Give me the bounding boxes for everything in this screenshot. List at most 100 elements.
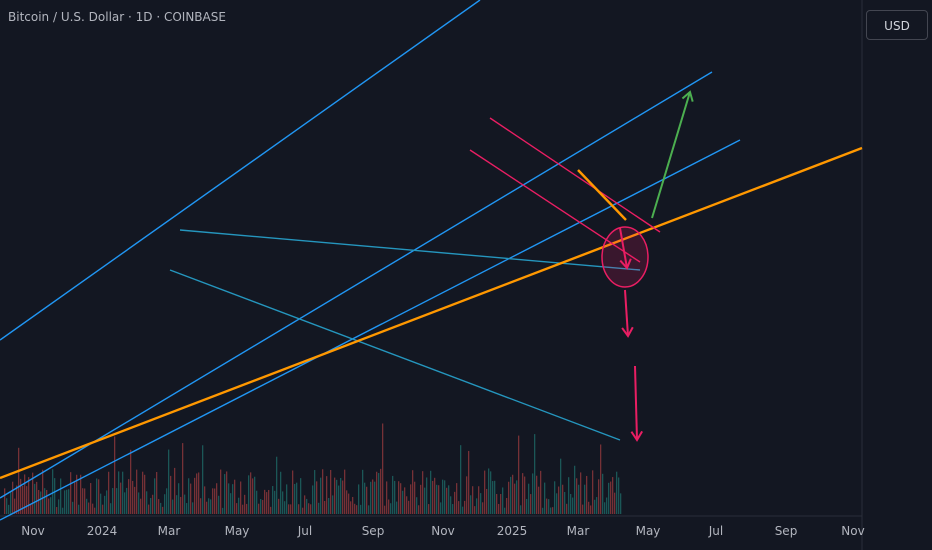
volume-bar xyxy=(182,443,184,514)
volume-bar xyxy=(472,486,474,514)
volume-bar xyxy=(304,495,306,514)
volume-bar xyxy=(452,504,454,514)
currency-button[interactable]: USD xyxy=(866,10,928,40)
volume-bar xyxy=(204,486,206,514)
volume-bar xyxy=(516,480,518,514)
volume-bar xyxy=(218,495,220,514)
volume-bar xyxy=(272,486,274,514)
volume-bar xyxy=(56,507,58,514)
volume-bar xyxy=(380,468,382,514)
volume-bar xyxy=(268,489,270,514)
volume-bar xyxy=(90,483,92,514)
volume-bar xyxy=(532,473,534,514)
volume-bar xyxy=(568,477,570,514)
volume-bar xyxy=(210,499,212,514)
volume-bar xyxy=(476,498,478,514)
volume-bar xyxy=(440,502,442,514)
volume-bar xyxy=(254,476,256,514)
volume-bar xyxy=(506,498,508,514)
bearish-arrow-1-head xyxy=(619,258,632,270)
volume-bar xyxy=(496,494,498,514)
volume-bar xyxy=(232,484,234,514)
volume-bar xyxy=(178,483,180,514)
volume-bar xyxy=(160,502,162,514)
volume-bar xyxy=(562,484,564,514)
volume-bar xyxy=(550,507,552,514)
volume-bar xyxy=(14,498,16,514)
time-axis-tick-label: Nov xyxy=(431,524,454,538)
volume-bar xyxy=(188,478,190,514)
volume-bar xyxy=(154,478,156,514)
volume-bar xyxy=(524,476,526,514)
volume-bar xyxy=(598,479,600,514)
volume-bar xyxy=(190,483,192,514)
volume-bar xyxy=(274,490,276,514)
volume-bar xyxy=(226,471,228,514)
volume-bar xyxy=(314,470,316,514)
volume-bar xyxy=(364,482,366,514)
volume-bar xyxy=(572,497,574,514)
volume-bar xyxy=(500,493,502,514)
bearish-arrow-2-head xyxy=(621,326,634,338)
volume-bar xyxy=(484,470,486,514)
falling-wedge-upper xyxy=(489,117,661,233)
volume-bar xyxy=(168,449,170,514)
volume-bar xyxy=(442,479,444,514)
volume-bar xyxy=(604,502,606,514)
volume-bar xyxy=(106,490,108,514)
volume-bar xyxy=(88,502,90,514)
volume-bar xyxy=(458,501,460,514)
volume-bar xyxy=(324,500,326,514)
volume-bar xyxy=(360,504,362,514)
volume-bar xyxy=(574,465,576,514)
volume-bar xyxy=(176,495,178,514)
volume-bar xyxy=(298,504,300,514)
volume-bar xyxy=(592,470,594,514)
volume-bar xyxy=(76,474,78,514)
volume-bar xyxy=(446,487,448,514)
volume-bar xyxy=(462,506,464,514)
volume-bar xyxy=(510,476,512,514)
volume-bar xyxy=(104,495,106,514)
volume-bar xyxy=(348,493,350,514)
volume-bar xyxy=(390,503,392,514)
volume-bar xyxy=(444,480,446,514)
time-axis-tick-label: Jul xyxy=(708,524,723,538)
volume-bar xyxy=(526,498,528,514)
volume-bar xyxy=(48,498,50,514)
volume-bar xyxy=(150,497,152,514)
volume-bar xyxy=(230,493,232,514)
volume-bar xyxy=(62,507,64,514)
volume-bar xyxy=(18,447,20,514)
volume-bar xyxy=(354,503,356,514)
volume-bar xyxy=(404,487,406,514)
volume-bar xyxy=(310,504,312,514)
volume-bar xyxy=(238,497,240,514)
volume-bar xyxy=(118,471,120,514)
upper-channel-line xyxy=(0,0,481,341)
time-axis-tick-label: Sep xyxy=(775,524,798,538)
volume-bar xyxy=(318,502,320,514)
volume-bar xyxy=(556,493,558,514)
volume-bar xyxy=(388,499,390,514)
time-axis-tick-label: Nov xyxy=(841,524,864,538)
volume-bar xyxy=(406,496,408,514)
volume-bar xyxy=(594,499,596,514)
volume-bar xyxy=(36,481,38,514)
volume-bar xyxy=(276,456,278,514)
volume-bar xyxy=(368,505,370,514)
volume-bar xyxy=(330,470,332,514)
bearish-arrow-3 xyxy=(634,365,638,441)
volume-bar xyxy=(296,482,298,514)
volume-bar xyxy=(86,498,88,514)
volume-bar xyxy=(114,436,116,514)
volume-bar xyxy=(112,488,114,514)
volume-bar xyxy=(78,504,80,514)
volume-bar xyxy=(392,475,394,514)
volume-bar xyxy=(432,480,434,514)
volume-bar xyxy=(384,505,386,514)
volume-bar xyxy=(560,458,562,514)
volume-bar xyxy=(460,445,462,514)
